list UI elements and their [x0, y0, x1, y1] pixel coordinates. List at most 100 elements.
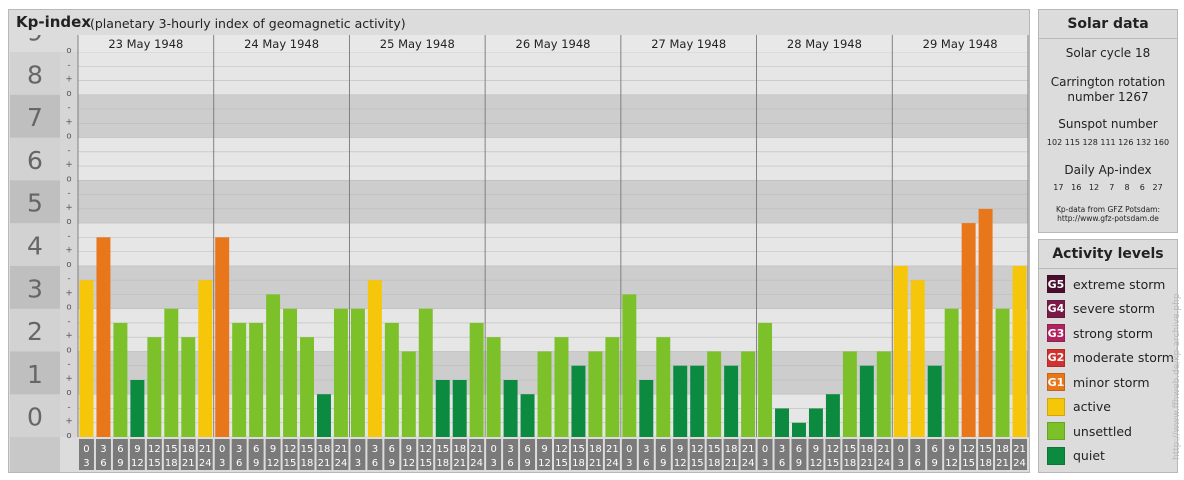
minor-mark: + — [65, 246, 72, 256]
kp-bar — [842, 351, 857, 437]
interval-start-label: 9 — [948, 444, 954, 455]
kp-bar — [876, 351, 891, 437]
activity-level-label: moderate storm — [1073, 350, 1174, 365]
interval-end-label: 21 — [589, 458, 602, 469]
interval-end-label: 12 — [674, 458, 687, 469]
minor-mark: - — [67, 317, 70, 327]
interval-cell — [435, 439, 451, 470]
y-tick-label: 6 — [27, 146, 43, 175]
y-tick-label: 2 — [27, 317, 43, 346]
interval-start-label: 9 — [134, 444, 140, 455]
interval-start-label: 9 — [270, 444, 276, 455]
interval-start-label: 9 — [677, 444, 683, 455]
kp-bar — [147, 337, 162, 437]
interval-start-label: 15 — [979, 444, 992, 455]
interval-start-label: 21 — [1013, 444, 1026, 455]
kp-bar — [181, 337, 196, 437]
kp-bar — [690, 365, 705, 437]
minor-mark: - — [67, 103, 70, 113]
interval-start-label: 3 — [779, 444, 785, 455]
minor-mark: - — [67, 360, 70, 370]
day-label: 25 May 1948 — [380, 37, 455, 51]
minor-mark: o — [66, 345, 71, 355]
kp-bar — [775, 408, 789, 437]
interval-end-label: 3 — [626, 458, 632, 469]
day-label: 29 May 1948 — [923, 37, 998, 51]
kp-bar — [825, 394, 840, 437]
chart-subtitle: (planetary 3-hourly index of geomagnetic… — [90, 16, 406, 31]
interval-start-label: 21 — [606, 444, 619, 455]
interval-start-label: 6 — [796, 444, 802, 455]
interval-cell — [927, 439, 943, 470]
kp-bar — [724, 365, 739, 437]
minor-mark: - — [67, 60, 70, 70]
interval-start-label: 18 — [860, 444, 873, 455]
interval-cell — [808, 439, 824, 470]
day-label: 23 May 1948 — [108, 37, 183, 51]
interval-cell — [384, 439, 400, 470]
interval-end-label: 9 — [932, 458, 938, 469]
kp-bar — [503, 379, 518, 437]
interval-start-label: 0 — [219, 444, 225, 455]
interval-end-label: 9 — [660, 458, 666, 469]
interval-start-label: 21 — [877, 444, 890, 455]
activity-level-swatch — [1047, 422, 1065, 440]
kp-bar — [707, 351, 722, 437]
interval-end-label: 24 — [606, 458, 619, 469]
kp-bar — [283, 308, 298, 437]
interval-start-label: 15 — [165, 444, 178, 455]
interval-end-label: 24 — [470, 458, 483, 469]
data-credit-link[interactable]: http://www.gfz-potsdam.de — [1057, 214, 1159, 223]
interval-start-label: 0 — [490, 444, 496, 455]
interval-end-label: 18 — [572, 458, 585, 469]
interval-end-label: 15 — [419, 458, 432, 469]
interval-cell — [146, 439, 162, 470]
y-tick-label: 9 — [27, 35, 43, 47]
y-tick-label: 0 — [27, 403, 43, 432]
interval-end-label: 18 — [708, 458, 721, 469]
interval-start-label: 0 — [83, 444, 89, 455]
interval-start-label: 9 — [541, 444, 547, 455]
minor-mark: + — [65, 417, 72, 427]
interval-cell — [876, 439, 892, 470]
kp-bar — [79, 280, 94, 437]
activity-level-quiet: quiet — [1047, 446, 1105, 466]
kp-bar — [130, 379, 145, 437]
interval-start-label: 12 — [962, 444, 975, 455]
kp-bar — [266, 294, 281, 437]
interval-start-label: 3 — [372, 444, 378, 455]
interval-end-label: 24 — [877, 458, 890, 469]
minor-mark: o — [66, 388, 71, 398]
interval-end-label: 21 — [996, 458, 1009, 469]
interval-cell — [112, 439, 128, 470]
interval-end-label: 18 — [979, 458, 992, 469]
interval-cell — [299, 439, 315, 470]
activity-level-label: extreme storm — [1073, 276, 1166, 292]
interval-start-label: 0 — [626, 444, 632, 455]
sunspot-values: 102 115 128 111 126 132 160 — [1046, 138, 1170, 147]
minor-mark: - — [67, 146, 70, 156]
interval-start-label: 3 — [100, 444, 106, 455]
day-label: 26 May 1948 — [516, 37, 591, 51]
activity-level-strong-storm: G3 strong storm — [1047, 323, 1153, 343]
interval-cell — [469, 439, 485, 470]
y-axis-band-8 — [10, 52, 60, 95]
interval-end-label: 21 — [860, 458, 873, 469]
interval-cell — [893, 439, 909, 470]
interval-start-label: 15 — [301, 444, 314, 455]
kp-bar — [758, 322, 773, 437]
kp-bar — [571, 365, 586, 437]
kp-band-8 — [78, 52, 1028, 95]
interval-cell — [197, 439, 213, 470]
kp-band-5 — [78, 180, 1028, 224]
interval-end-label: 12 — [945, 458, 958, 469]
y-tick-label: 3 — [27, 274, 43, 303]
solar-title-divider — [1039, 38, 1177, 39]
interval-end-label: 12 — [131, 458, 144, 469]
interval-start-label: 6 — [253, 444, 259, 455]
interval-end-label: 15 — [284, 458, 297, 469]
interval-cell — [944, 439, 960, 470]
interval-cell — [1012, 439, 1027, 470]
interval-cell — [757, 439, 773, 470]
kp-bar — [961, 223, 976, 437]
